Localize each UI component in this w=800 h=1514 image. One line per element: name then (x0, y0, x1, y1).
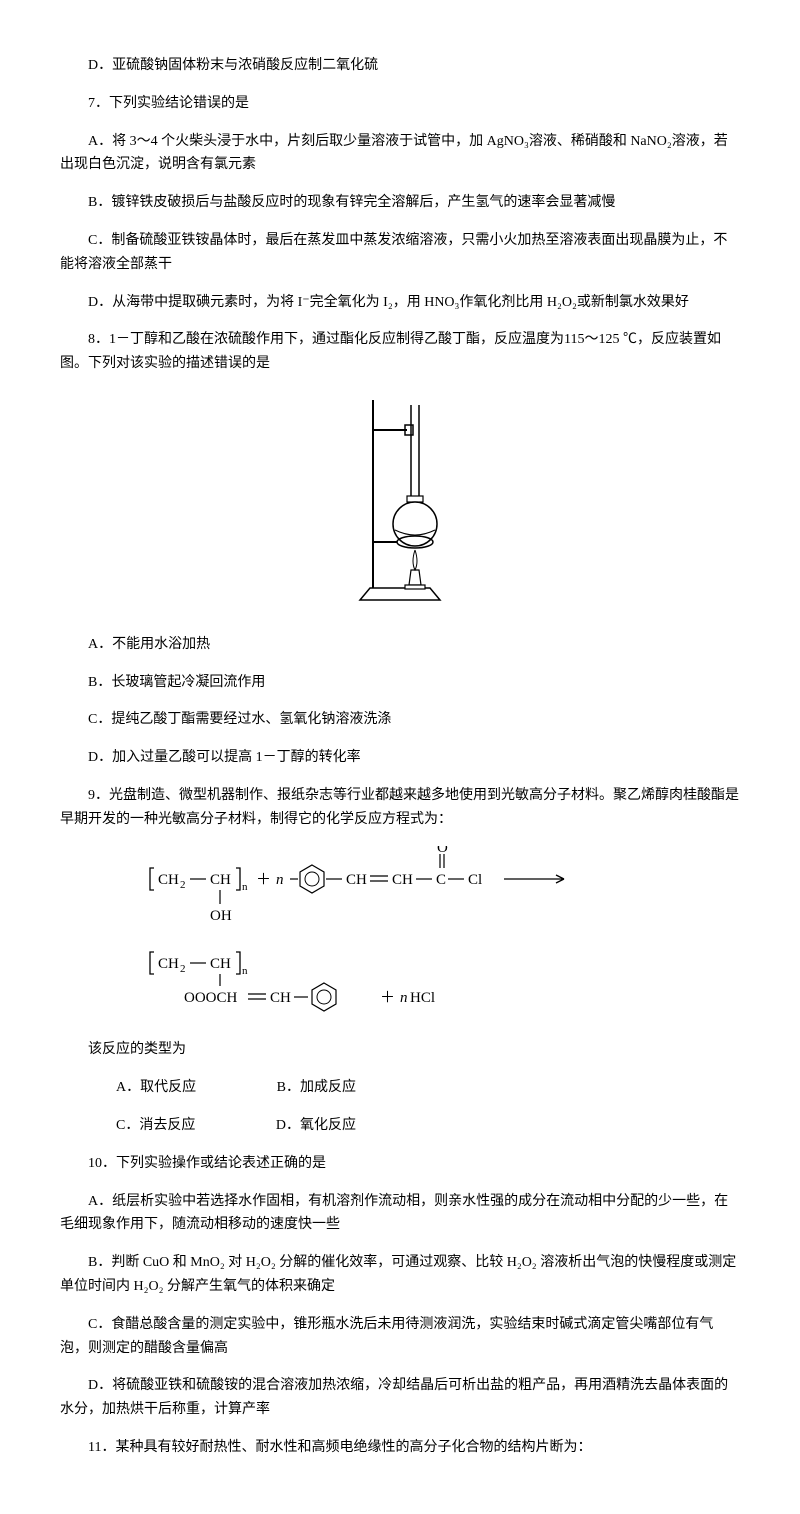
q6-opt-d: D．亚硫酸钠固体粉末与浓硝酸反应制二氧化硫 (60, 54, 740, 78)
svg-text:CH: CH (392, 872, 413, 888)
q10-opt-a: A．纸层析实验中若选择水作固相，有机溶剂作流动相，则亲水性强的成分在流动相中分配… (60, 1190, 740, 1238)
svg-text:Cl: Cl (468, 872, 482, 888)
svg-text:CH: CH (158, 872, 179, 888)
q8-opt-b: B．长玻璃管起冷凝回流作用 (60, 671, 740, 695)
q9-opts-row2: C．消去反应 D．氧化反应 (60, 1114, 740, 1138)
q9-stem1: 9．光盘制造、微型机器制作、报纸杂志等行业都越来越多地使用到光敏高分子材料。聚乙… (60, 784, 740, 832)
q9-opts-row1: A．取代反应 B．加成反应 (60, 1076, 740, 1100)
q10-stem: 10．下列实验操作或结论表述正确的是 (60, 1152, 740, 1176)
apparatus-figure (60, 390, 740, 619)
chem-svg: CH2 CH n OH ＋ n CH CH C (144, 846, 664, 1016)
q10-opt-c: C．食醋总酸含量的测定实验中，锥形瓶水洗后未用待测液润洗，实验结束时碱式滴定管尖… (60, 1313, 740, 1361)
svg-text:C: C (436, 872, 446, 888)
q11-stem: 11．某种具有较好耐热性、耐水性和高频电绝缘性的高分子化合物的结构片断为： (60, 1436, 740, 1460)
svg-text:2: 2 (180, 963, 186, 975)
q10-opt-b: B．判断 CuO 和 MnO₂ 对 H₂O₂ 分解的催化效率，可通过观察、比较 … (60, 1251, 740, 1299)
svg-text:OH: OH (210, 908, 232, 924)
svg-text:CH: CH (346, 872, 367, 888)
svg-text:OOOCH: OOOCH (184, 990, 238, 1006)
chem-equation: CH2 CH n OH ＋ n CH CH C (144, 846, 740, 1025)
q8-opt-d: D．加入过量乙酸可以提高 1－丁醇的转化率 (60, 746, 740, 770)
q9-opt-a: A．取代反应 (88, 1076, 196, 1100)
apparatus-svg (325, 390, 475, 610)
q7-opt-c: C．制备硫酸亚铁铵晶体时，最后在蒸发皿中蒸发浓缩溶液，只需小火加热至溶液表面出现… (60, 229, 740, 277)
q7-opt-b: B．镀锌铁皮破损后与盐酸反应时的现象有锌完全溶解后，产生氢气的速率会显著减慢 (60, 191, 740, 215)
svg-text:CH: CH (210, 872, 231, 888)
svg-text:CH: CH (210, 956, 231, 972)
q7-opt-a: A．将 3～4 个火柴头浸于水中，片刻后取少量溶液于试管中，加 AgNO₃溶液、… (60, 130, 740, 178)
svg-text:2: 2 (180, 879, 186, 891)
svg-text:CH: CH (158, 956, 179, 972)
svg-text:O: O (437, 846, 448, 856)
q8-stem: 8．1－丁醇和乙酸在浓硫酸作用下，通过酯化反应制得乙酸丁酯，反应温度为115～1… (60, 328, 740, 376)
q7-stem: 7．下列实验结论错误的是 (60, 92, 740, 116)
svg-text:CH: CH (270, 990, 291, 1006)
q8-opt-c: C．提纯乙酸丁酯需要经过水、氢氧化钠溶液洗涤 (60, 708, 740, 732)
svg-text:n: n (242, 881, 248, 893)
q9-opt-c: C．消去反应 (88, 1114, 195, 1138)
q9-opt-b: B．加成反应 (249, 1076, 356, 1100)
svg-text:HCl: HCl (410, 990, 435, 1006)
svg-text:n: n (242, 965, 248, 977)
svg-text:＋: ＋ (256, 872, 271, 888)
q10-opt-d: D．将硫酸亚铁和硫酸铵的混合溶液加热浓缩，冷却结晶后可析出盐的粗产品，再用酒精洗… (60, 1374, 740, 1422)
q7-opt-d: D．从海带中提取碘元素时，为将 I⁻完全氧化为 I₂，用 HNO₃作氧化剂比用 … (60, 291, 740, 315)
q9-opt-d: D．氧化反应 (248, 1114, 356, 1138)
svg-text:n: n (400, 990, 408, 1006)
svg-text:n: n (276, 872, 284, 888)
q8-opt-a: A．不能用水浴加热 (60, 633, 740, 657)
q9-stem2: 该反应的类型为 (60, 1038, 740, 1062)
svg-text:＋: ＋ (380, 990, 395, 1006)
